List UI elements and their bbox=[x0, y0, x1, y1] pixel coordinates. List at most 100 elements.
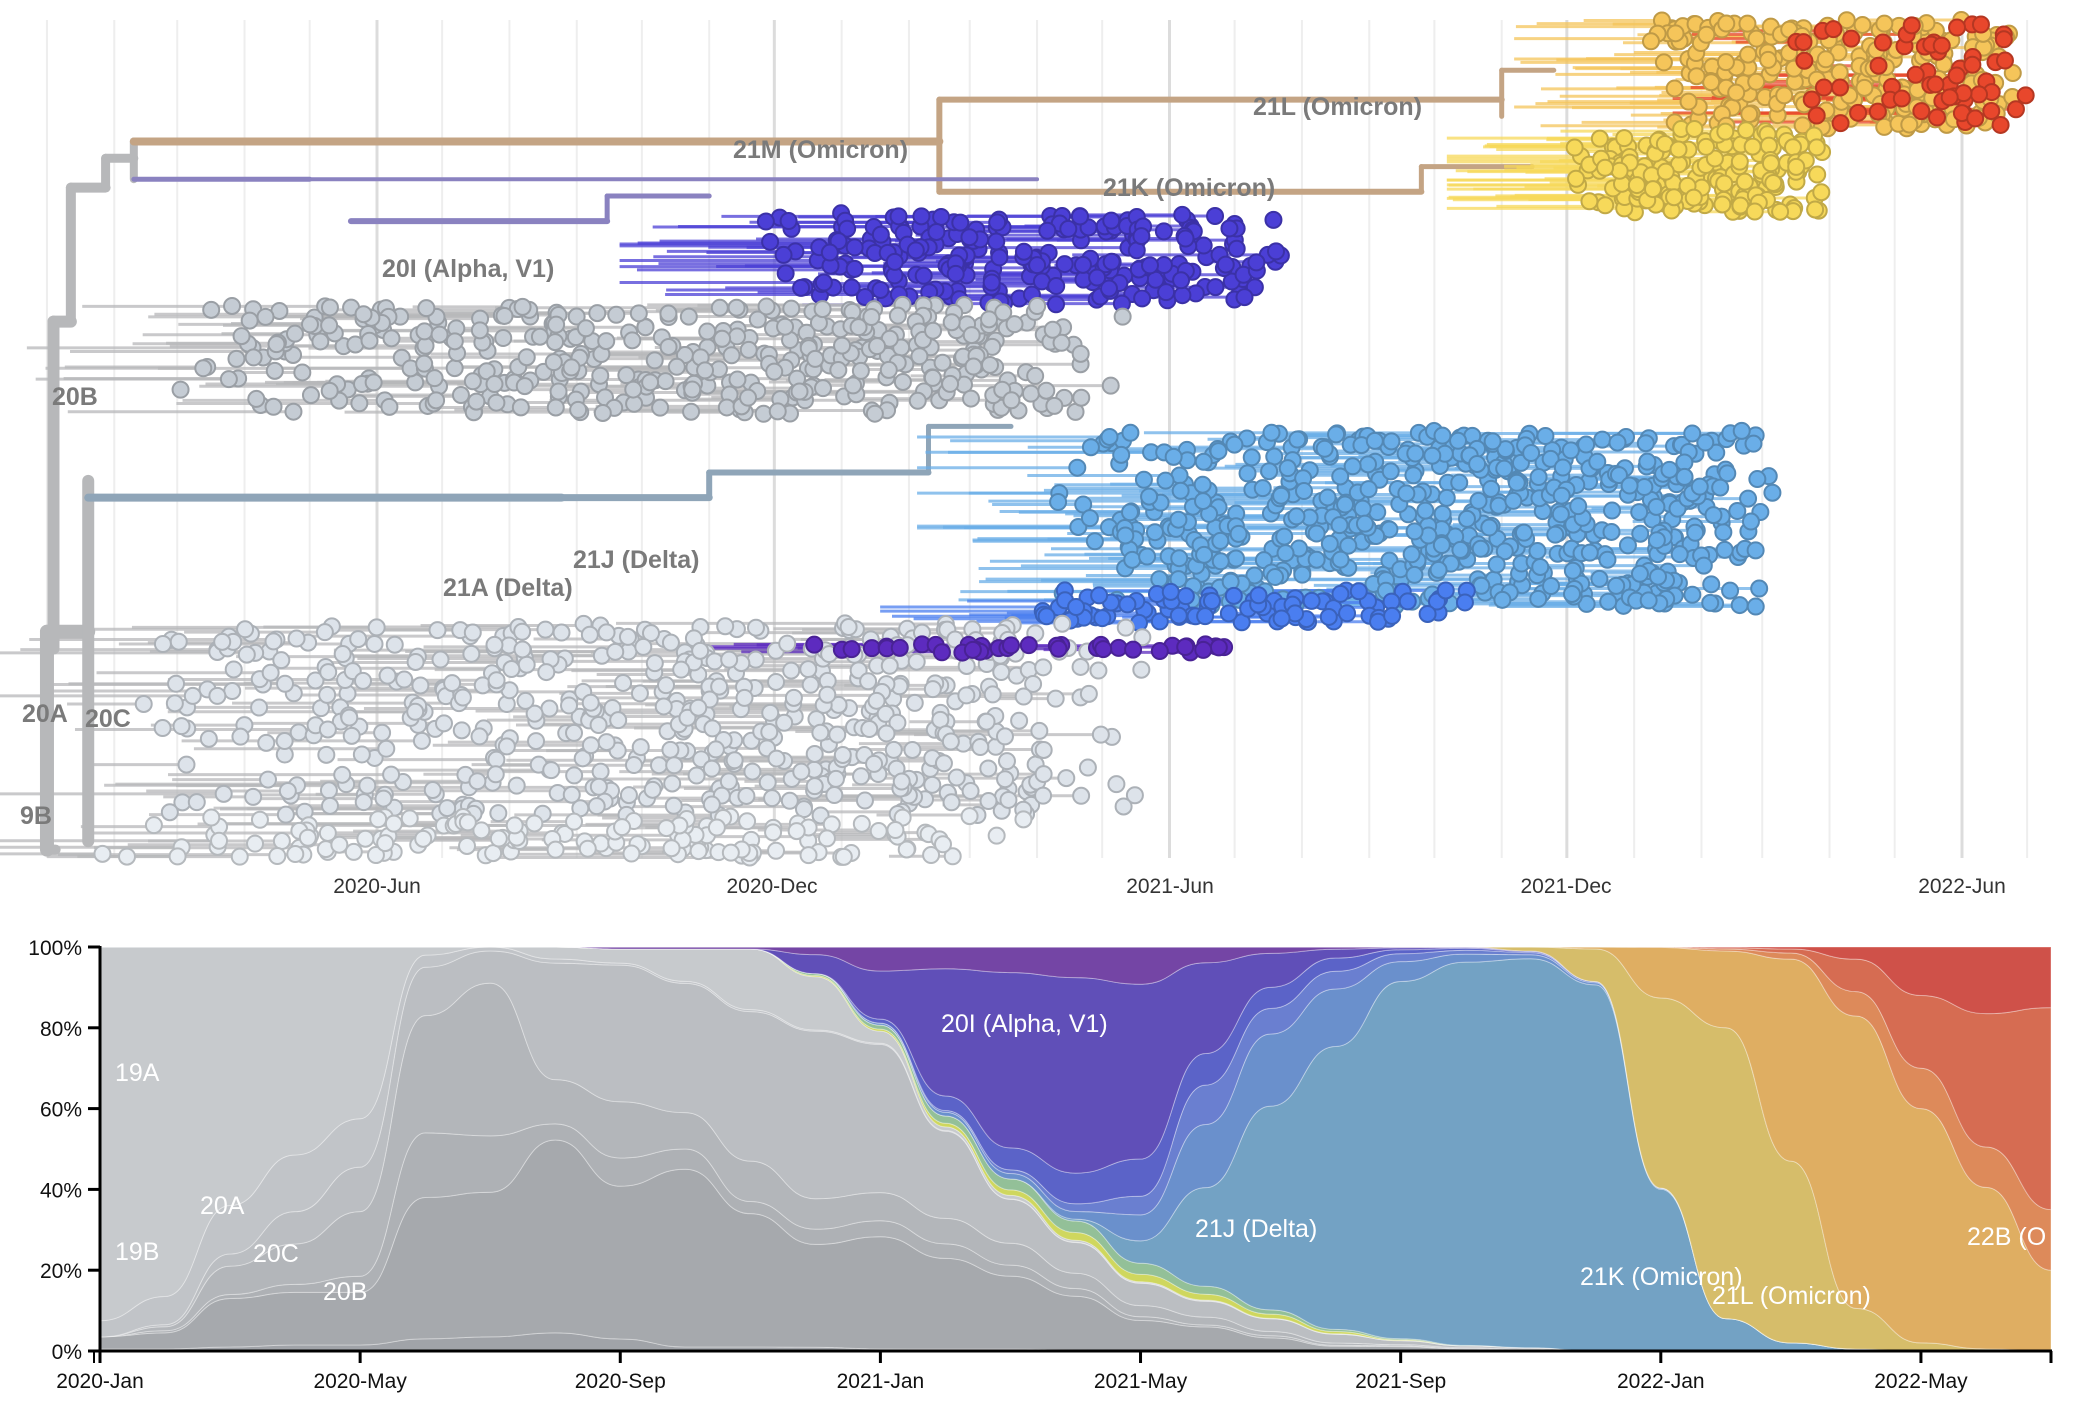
tree-tip bbox=[380, 397, 399, 416]
tree-tip bbox=[1353, 499, 1372, 518]
tree-tip bbox=[1138, 547, 1157, 566]
tree-tip bbox=[982, 273, 1001, 292]
tree-tip bbox=[1019, 636, 1038, 655]
tree-tip bbox=[1493, 590, 1512, 609]
tree-tip bbox=[1675, 467, 1694, 486]
tree-tip bbox=[301, 386, 320, 405]
tree-tip bbox=[1455, 593, 1474, 612]
tree-tip bbox=[865, 754, 884, 773]
tree-tip bbox=[877, 724, 896, 743]
tree-tip bbox=[1450, 473, 1469, 492]
tree-tip bbox=[1216, 255, 1235, 274]
tree-tip bbox=[1701, 593, 1720, 612]
tree-tip bbox=[1339, 536, 1358, 555]
tree-tip bbox=[912, 207, 931, 226]
tree-tip bbox=[659, 304, 678, 323]
tree-tip bbox=[1970, 85, 1989, 104]
tree-tip bbox=[962, 326, 981, 345]
tree-tip bbox=[845, 238, 864, 257]
tree-tip bbox=[980, 310, 999, 329]
tree-tip bbox=[933, 353, 952, 372]
tree-tip bbox=[1745, 202, 1764, 221]
stream-area-20i-alpha-v1- bbox=[100, 946, 2051, 1352]
tree-tip bbox=[1224, 586, 1243, 605]
tree-tip bbox=[219, 370, 238, 389]
tree-tip bbox=[746, 618, 765, 637]
tree-tip bbox=[943, 847, 962, 866]
tree-tip bbox=[581, 736, 600, 755]
tree-tip bbox=[293, 363, 312, 382]
tree-tip bbox=[941, 374, 960, 393]
tree-tip bbox=[414, 829, 433, 848]
tree-tip bbox=[1416, 501, 1435, 520]
stream-label: 19A bbox=[115, 1059, 160, 1087]
tree-tip bbox=[1764, 173, 1783, 192]
tree-tip bbox=[272, 832, 291, 851]
stream-label: 20I (Alpha, V1) bbox=[941, 1010, 1108, 1038]
tree-tip bbox=[1037, 381, 1056, 400]
tree-tip bbox=[720, 650, 739, 669]
tree-tip bbox=[597, 332, 616, 351]
tree-tip bbox=[177, 755, 196, 774]
stream-labels: 19A 19B 20A 20C 20B 20I (Alpha, V1) 21J (Delta… bbox=[115, 1010, 2046, 1310]
tree-tip bbox=[278, 781, 297, 800]
tree-tip bbox=[1746, 597, 1765, 616]
tree-tip bbox=[315, 623, 334, 642]
tree-tip bbox=[1382, 432, 1401, 451]
tree-tip bbox=[910, 347, 929, 366]
tree-tip bbox=[1030, 721, 1049, 740]
tree-tip bbox=[992, 663, 1011, 682]
tree-tip bbox=[1028, 297, 1047, 316]
tree-tick-label: 2021-Dec bbox=[1520, 875, 1611, 898]
tree-tip bbox=[549, 382, 568, 401]
tree-tip bbox=[728, 370, 747, 389]
tree-tip bbox=[924, 321, 943, 340]
tree-tip bbox=[1741, 512, 1760, 531]
tree-tip bbox=[542, 761, 561, 780]
tree-tip bbox=[1045, 396, 1064, 415]
tree-tip bbox=[707, 818, 726, 837]
tree-tip bbox=[286, 845, 305, 864]
tree-tip bbox=[1654, 53, 1673, 72]
tree-tip bbox=[957, 686, 976, 705]
tree-tip bbox=[1669, 140, 1688, 159]
tree-tip bbox=[1536, 426, 1555, 445]
tree-tip bbox=[1683, 585, 1702, 604]
tree-tip bbox=[428, 621, 447, 640]
tree-tip bbox=[1034, 786, 1053, 805]
tree-tip bbox=[1740, 105, 1759, 124]
tree-tip bbox=[1049, 639, 1068, 658]
tree-tip bbox=[1830, 63, 1849, 82]
tree-tip bbox=[979, 759, 998, 778]
tree-tip bbox=[1912, 102, 1931, 121]
tree-tip bbox=[546, 398, 565, 417]
stream-area-22c-omicron- bbox=[100, 946, 2052, 1015]
tree-tick-label: 2021-Jun bbox=[1126, 875, 1214, 898]
tree-tip bbox=[237, 645, 256, 664]
tree-tip bbox=[240, 311, 259, 330]
tree-tip bbox=[779, 212, 798, 231]
tree-tip bbox=[1451, 540, 1470, 559]
tree-tip bbox=[1842, 29, 1861, 48]
tree-tip bbox=[1211, 552, 1230, 571]
tree-tip bbox=[927, 222, 946, 241]
tree-tip bbox=[1948, 18, 1967, 37]
tree-tip bbox=[1085, 532, 1104, 551]
tree-tip bbox=[562, 785, 581, 804]
tree-tip bbox=[1783, 138, 1802, 157]
tree-tip bbox=[467, 392, 486, 411]
tree-tip bbox=[613, 818, 632, 837]
clade-label-21a: 21A (Delta) bbox=[443, 574, 573, 602]
tree-tip bbox=[567, 307, 586, 326]
tree-tip bbox=[1134, 470, 1153, 489]
tree-tip bbox=[1469, 491, 1488, 510]
tree-tip bbox=[664, 796, 683, 815]
tree-cluster bbox=[134, 614, 1152, 825]
tree-tip bbox=[333, 645, 352, 664]
tree-tip bbox=[1487, 555, 1506, 574]
tree-tip bbox=[624, 380, 643, 399]
tree-tip bbox=[354, 305, 373, 324]
tree-tip bbox=[434, 714, 453, 733]
tree-tip bbox=[300, 315, 319, 334]
tree-tip bbox=[1398, 592, 1417, 611]
